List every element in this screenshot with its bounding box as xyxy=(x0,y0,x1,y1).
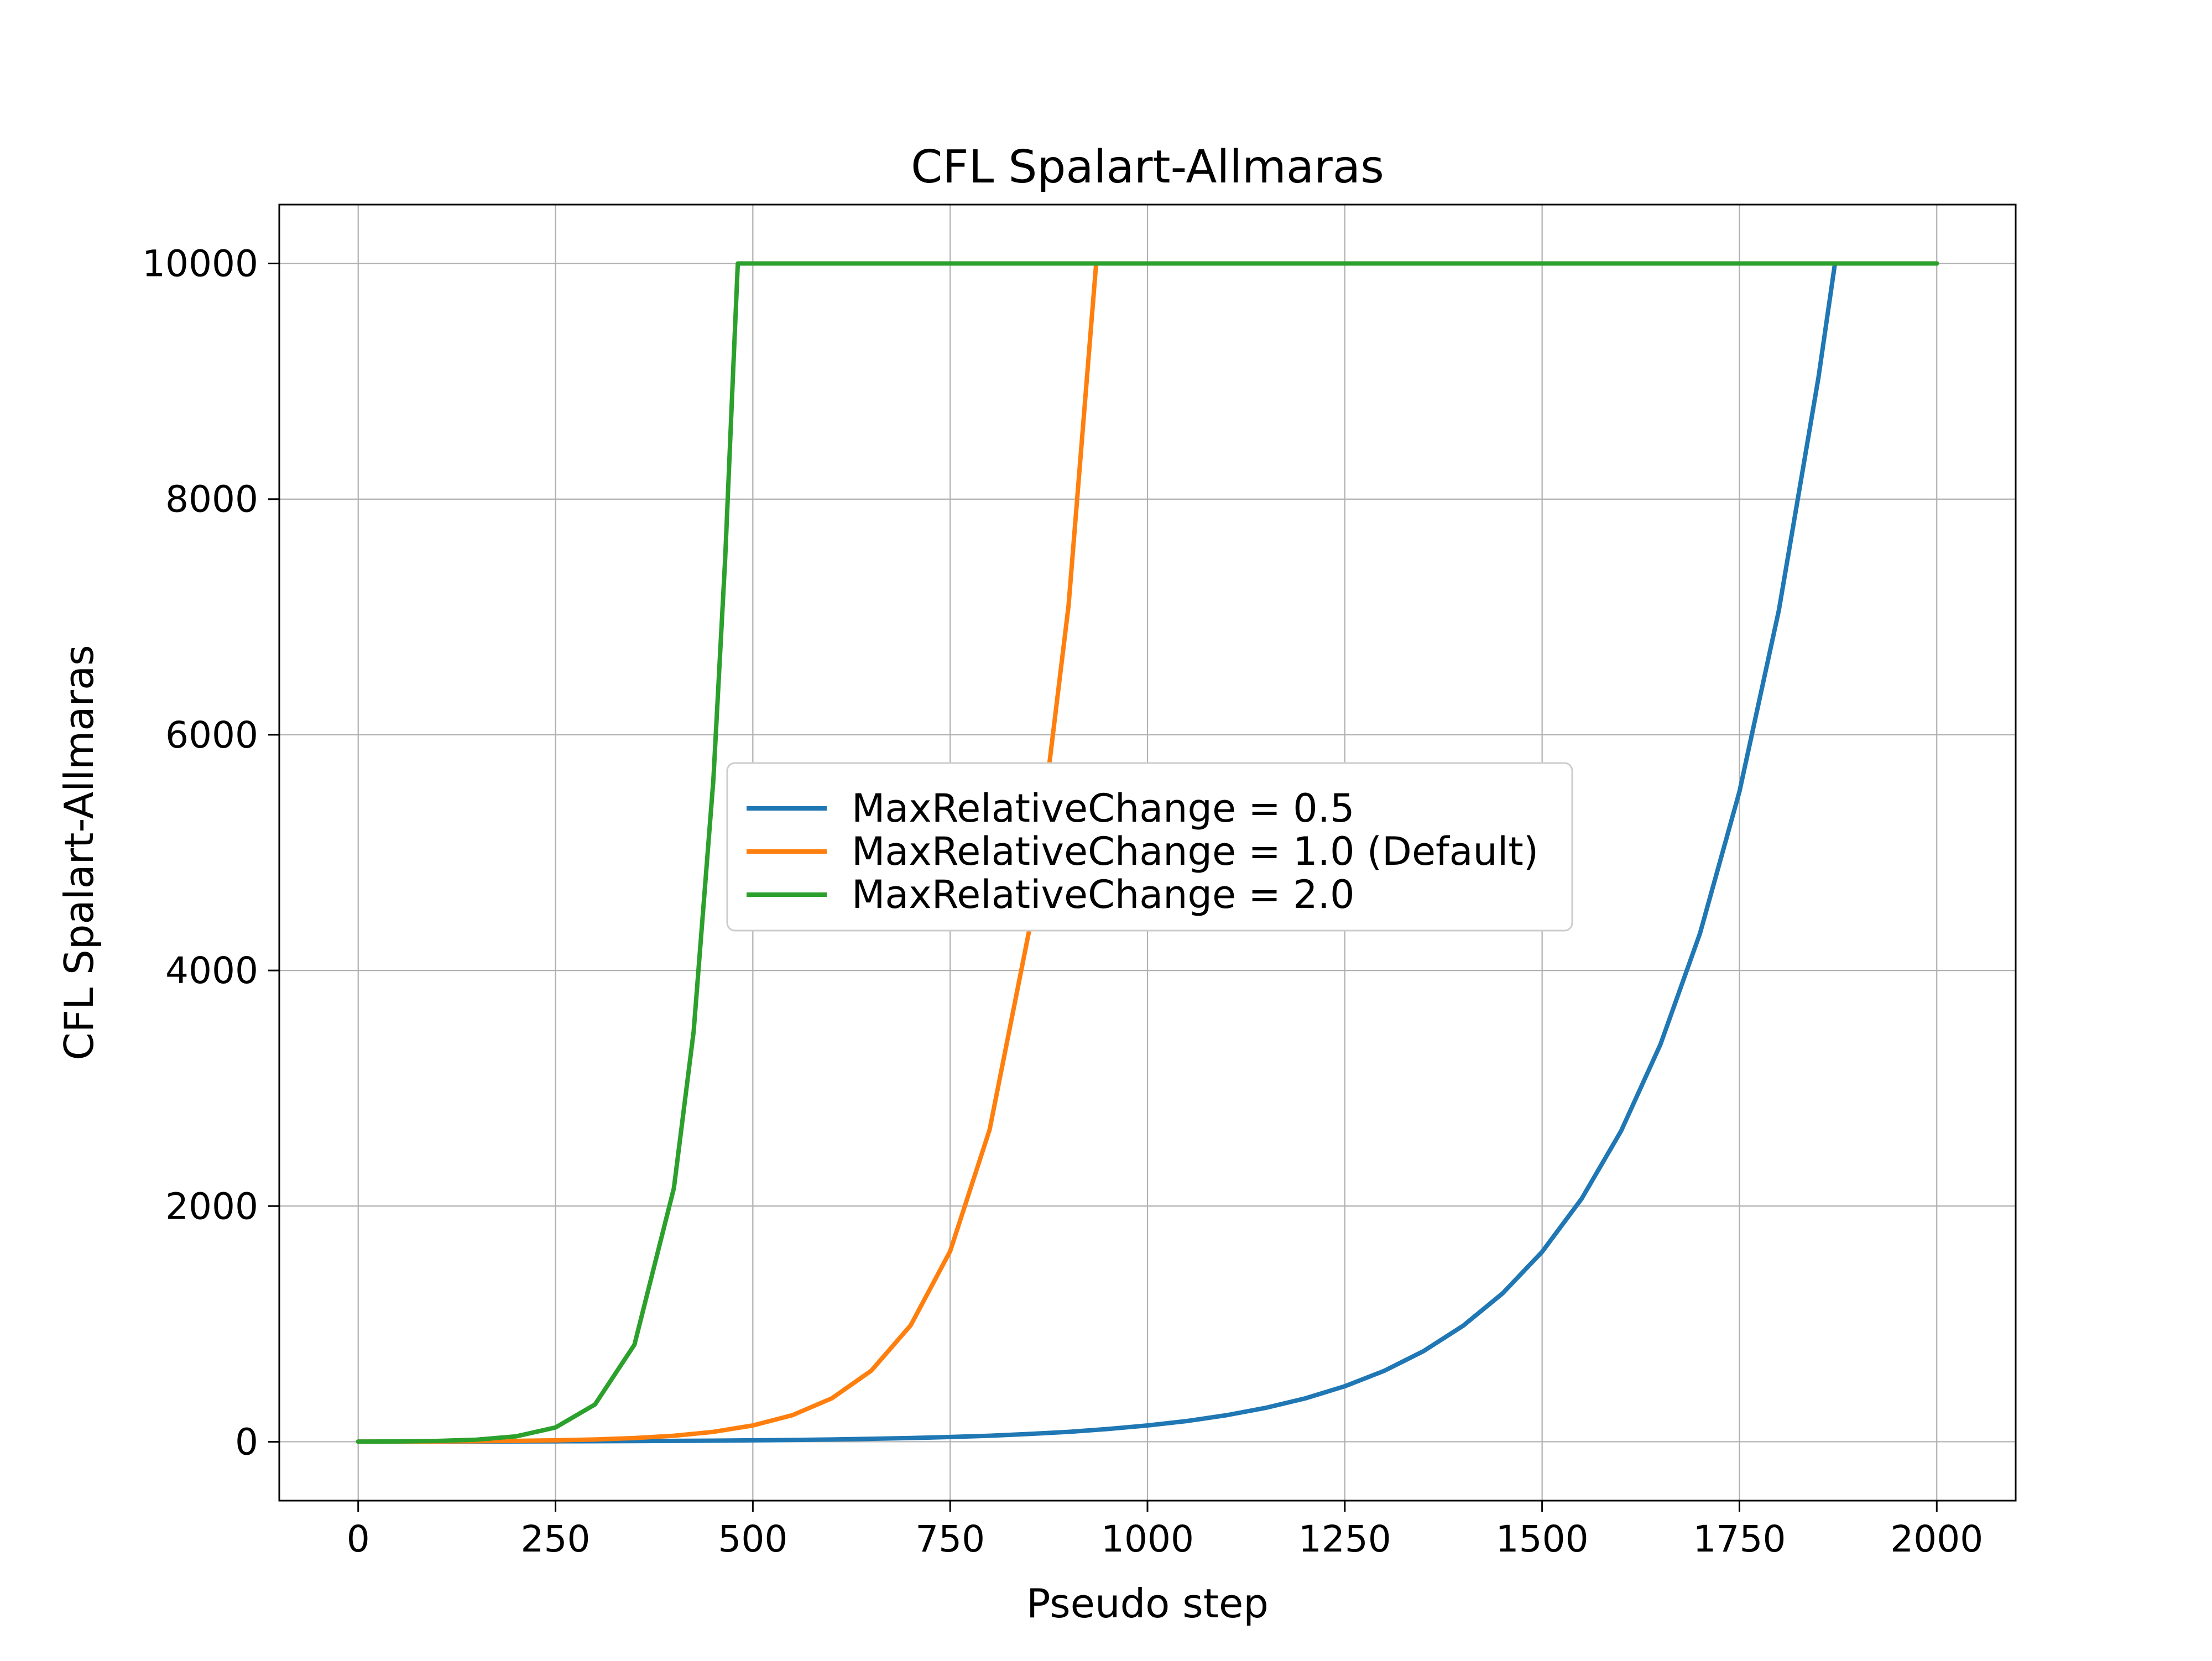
tick-labels: 0 250 500 750 1000 1250 1500 1750 2000 0 2000 4000 6… xyxy=(142,243,1983,1560)
series-line xyxy=(356,261,1939,1444)
x-tick-label: 1500 xyxy=(1496,1518,1589,1560)
legend-entry-label: MaxRelativeChange = 1.0 (Default) xyxy=(852,829,1538,874)
x-tick-label: 1750 xyxy=(1693,1518,1786,1560)
series-line xyxy=(356,261,1939,1444)
chart-title: CFL Spalart-Allmaras xyxy=(911,141,1384,194)
data-series xyxy=(356,261,1939,1444)
x-tick-label: 2000 xyxy=(1890,1518,1983,1560)
legend-entry-label: MaxRelativeChange = 2.0 xyxy=(852,872,1355,917)
x-axis-label: Pseudo step xyxy=(1026,1580,1269,1627)
legend-entry-label: MaxRelativeChange = 0.5 xyxy=(852,786,1355,831)
legend-box xyxy=(726,762,1573,932)
y-tick-label: 2000 xyxy=(165,1185,258,1228)
y-tick-label: 10000 xyxy=(142,243,258,285)
y-tick-label: 8000 xyxy=(165,478,258,521)
x-tick-label: 750 xyxy=(915,1518,985,1560)
y-tick-label: 0 xyxy=(235,1420,258,1463)
tick-marks xyxy=(268,263,1938,1512)
legend: MaxRelativeChange = 0.5MaxRelativeChange… xyxy=(726,762,1573,932)
y-tick-label: 4000 xyxy=(165,949,258,992)
x-tick-label: 0 xyxy=(347,1518,370,1560)
x-tick-label: 500 xyxy=(718,1518,787,1560)
y-tick-label: 6000 xyxy=(165,714,258,756)
x-tick-label: 1250 xyxy=(1298,1518,1391,1560)
x-tick-label: 250 xyxy=(521,1518,591,1560)
series-line xyxy=(356,261,1939,1444)
x-tick-label: 1000 xyxy=(1101,1518,1194,1560)
y-axis-label: CFL Spalart-Allmaras xyxy=(56,645,102,1060)
